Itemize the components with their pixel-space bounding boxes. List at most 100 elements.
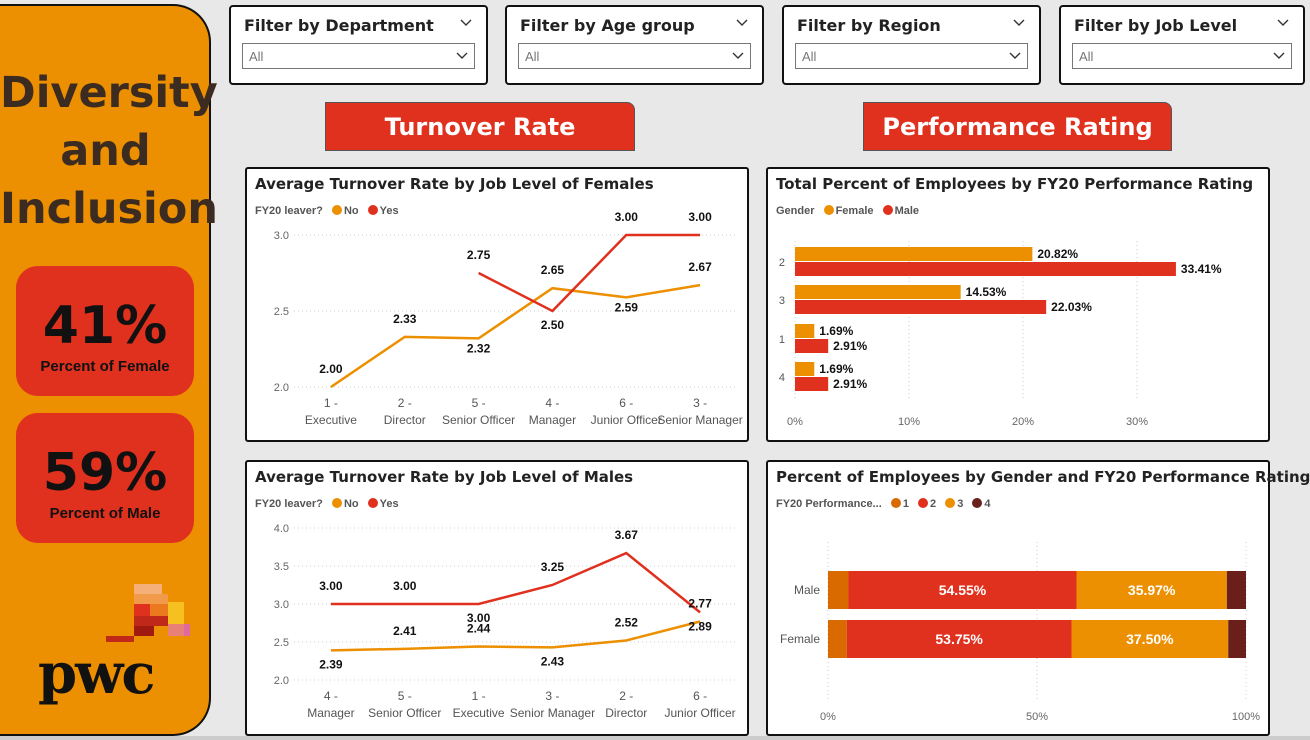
y-tick-label: 2: [779, 257, 785, 269]
filter-job-level: Filter by Job Level All: [1059, 5, 1305, 85]
x-tick-label: Senior Manager: [510, 706, 595, 720]
chart-plot: 2.0 2.5 3.0 3.5 4.0 4 - Manager 5 - Senior Offic…: [274, 523, 737, 720]
kpi-card-male: 59% Percent of Male: [16, 413, 194, 543]
legend-item: 2: [930, 498, 937, 510]
data-label: 2.33: [393, 312, 417, 326]
data-label: 2.59: [615, 300, 639, 314]
bar-segment-2: [846, 620, 1072, 658]
legend-item: No: [343, 205, 359, 217]
data-label: 35.97%: [1128, 582, 1176, 598]
y-tick-label: 2.0: [274, 382, 289, 394]
data-label: 53.75%: [935, 631, 983, 647]
x-tick-label: Executive: [305, 413, 357, 427]
data-label: 2.91%: [833, 339, 867, 353]
legend-dot: [945, 498, 956, 508]
performance-rating-chart: Total Percent of Employees by FY20 Perfo…: [766, 167, 1270, 442]
filter-region: Filter by Region All: [782, 5, 1041, 85]
legend-dot: [972, 498, 983, 508]
chart-title: Total Percent of Employees by FY20 Perfo…: [776, 175, 1254, 193]
data-label: 22.03%: [1051, 300, 1092, 314]
data-label: 2.41: [393, 624, 417, 638]
legend-item: Male: [894, 205, 920, 217]
chart-legend: FY20 leaver? No Yes: [255, 204, 399, 218]
kpi-label: Percent of Female: [40, 358, 170, 375]
department-select[interactable]: All: [242, 43, 475, 69]
bar-segment-4: [1228, 620, 1246, 658]
x-tick-label: Director: [384, 413, 426, 427]
y-tick-label: 2.0: [274, 675, 289, 687]
data-label: 2.89: [688, 619, 712, 633]
data-label: 2.52: [615, 615, 639, 629]
x-tick-label: 5 -: [398, 689, 412, 703]
x-tick-label: Executive: [453, 706, 505, 720]
bar-female: [795, 247, 1033, 261]
x-tick-label: 6 -: [619, 396, 633, 410]
region-select[interactable]: All: [795, 43, 1028, 69]
legend-title: FY20 leaver?: [255, 205, 323, 217]
chevron-down-icon: [1273, 52, 1285, 59]
data-label: 2.32: [467, 341, 491, 355]
legend-dot: [367, 498, 378, 508]
x-tick-label: Director: [605, 706, 647, 720]
chart-legend: FY20 Performance... 1 2 3 4: [776, 497, 991, 511]
chevron-down-icon[interactable]: [460, 17, 472, 29]
data-label: 2.39: [319, 657, 343, 671]
legend-item: 4: [984, 498, 991, 510]
y-tick-label: 2.5: [274, 637, 289, 649]
bar-male: [795, 377, 829, 391]
x-tick-label: 100%: [1232, 711, 1260, 723]
data-label: 3.25: [541, 560, 565, 574]
bar-female: [795, 362, 815, 376]
select-value: All: [525, 49, 540, 64]
x-tick-label: Senior Officer: [442, 413, 515, 427]
sidebar-panel: Diversity and Inclusion 41% Percent of F…: [0, 4, 218, 736]
x-tick-label: Manager: [307, 706, 354, 720]
bar-segment-2: [848, 571, 1077, 609]
series-line-no: [330, 283, 701, 389]
legend-title: Gender: [776, 205, 815, 217]
legend-dot: [823, 205, 834, 215]
data-label: 2.44: [467, 622, 491, 636]
chart-plot: 0% 50% 100% Male 54.55% 35.97% Female 53.75% 37.…: [780, 542, 1260, 723]
x-tick-label: 1 -: [324, 396, 338, 410]
pwc-logo-text: pwc: [38, 641, 155, 707]
chart-plot: 2.0 2.5 3.0 1 - Executive 2 - Director 5 - Senio…: [274, 210, 743, 427]
chevron-down-icon: [1009, 52, 1021, 59]
age-group-select[interactable]: All: [518, 43, 751, 69]
x-tick-label: 6 -: [693, 689, 707, 703]
pwc-logo-mark: [106, 584, 190, 642]
legend-item: Yes: [379, 205, 399, 217]
data-label: 14.53%: [966, 285, 1007, 299]
legend-title: FY20 Performance...: [776, 498, 882, 510]
data-label: 2.65: [541, 263, 565, 277]
gender-performance-chart: Percent of Employees by Gender and FY20 …: [766, 460, 1310, 736]
kpi-value: 41%: [42, 296, 168, 356]
y-tick-label: 3.0: [274, 599, 289, 611]
x-tick-label: 30%: [1126, 416, 1148, 428]
x-tick-label: 3 -: [693, 396, 707, 410]
kpi-value: 59%: [42, 443, 168, 503]
data-label: 2.50: [541, 318, 565, 332]
job-level-select[interactable]: All: [1072, 43, 1292, 69]
legend-title: FY20 leaver?: [255, 498, 323, 510]
x-tick-label: 20%: [1012, 416, 1034, 428]
x-tick-label: 0%: [787, 416, 803, 428]
x-tick-label: 2 -: [398, 396, 412, 410]
data-label: 33.41%: [1181, 262, 1222, 276]
y-tick-label: Female: [780, 632, 820, 646]
chevron-down-icon: [732, 52, 744, 59]
kpi-label: Percent of Male: [49, 505, 161, 522]
performance-rating-button[interactable]: Performance Rating: [863, 102, 1172, 151]
data-label: 2.75: [467, 248, 491, 262]
data-label: 1.69%: [819, 362, 853, 376]
bar-segment-4: [1226, 571, 1246, 609]
y-tick-label: 4: [779, 372, 785, 384]
turnover-rate-button[interactable]: Turnover Rate: [325, 102, 635, 151]
chevron-down-icon[interactable]: [736, 17, 748, 29]
chevron-down-icon[interactable]: [1277, 17, 1289, 29]
bar-male: [795, 339, 829, 353]
chevron-down-icon[interactable]: [1013, 17, 1025, 29]
legend-dot: [890, 498, 901, 508]
data-label: 3.00: [393, 579, 417, 593]
bottom-divider: [0, 736, 1310, 740]
